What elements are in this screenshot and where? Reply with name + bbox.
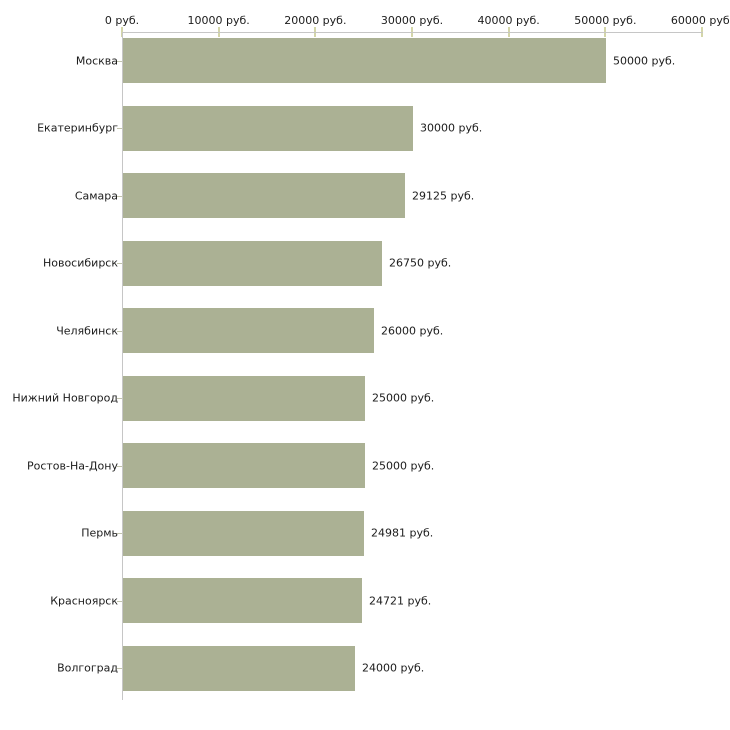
y-axis-tick bbox=[117, 263, 122, 264]
y-axis-tick bbox=[117, 61, 122, 62]
category-label: Москва bbox=[75, 54, 118, 67]
value-label: 30000 руб. bbox=[420, 121, 483, 135]
value-label: 26000 руб. bbox=[381, 324, 444, 337]
category-label: Челябинск bbox=[56, 324, 118, 337]
y-axis-tick bbox=[117, 466, 122, 467]
bar bbox=[123, 578, 362, 623]
value-label: 25000 руб. bbox=[372, 459, 435, 472]
bar bbox=[123, 308, 374, 353]
x-axis-line bbox=[122, 32, 703, 33]
bar bbox=[123, 173, 405, 218]
category-label: Волгоград bbox=[57, 661, 118, 675]
value-label: 26750 руб. bbox=[389, 256, 452, 270]
bar bbox=[123, 105, 413, 151]
x-axis-tick-label: 30000 руб. bbox=[380, 14, 444, 27]
bar bbox=[123, 240, 382, 286]
bar bbox=[123, 645, 355, 691]
category-label: Новосибирск bbox=[42, 256, 118, 270]
y-axis-tick bbox=[117, 128, 122, 129]
value-label: 24981 руб. bbox=[371, 526, 434, 540]
x-axis-tick-label: 0 руб. bbox=[104, 14, 140, 27]
bar bbox=[123, 38, 606, 83]
category-label: Екатеринбург bbox=[37, 121, 118, 135]
bar bbox=[123, 375, 365, 421]
y-axis-tick bbox=[117, 398, 122, 399]
category-label: Нижний Новгород bbox=[12, 391, 118, 405]
category-label: Самара bbox=[74, 189, 118, 202]
value-label: 50000 руб. bbox=[613, 54, 676, 67]
y-axis-tick bbox=[117, 668, 122, 669]
value-label: 25000 руб. bbox=[372, 391, 435, 405]
y-axis-tick bbox=[117, 331, 122, 332]
category-label: Красноярск bbox=[50, 594, 118, 607]
x-axis-tick-label: 10000 руб. bbox=[187, 14, 250, 27]
y-axis-line bbox=[122, 32, 123, 700]
value-label: 24721 руб. bbox=[369, 594, 432, 607]
bar bbox=[123, 510, 364, 556]
y-axis-tick bbox=[117, 533, 122, 534]
bar bbox=[123, 443, 365, 488]
value-label: 24000 руб. bbox=[362, 661, 425, 675]
category-label: Ростов-На-Дону bbox=[26, 459, 118, 472]
y-axis-tick bbox=[117, 196, 122, 197]
x-axis-tick-label: 50000 руб. bbox=[574, 14, 637, 27]
category-label: Пермь bbox=[81, 526, 118, 540]
x-axis-tick-label: 60000 руб. bbox=[670, 14, 730, 27]
x-axis-tick-label: 40000 руб. bbox=[477, 14, 540, 27]
value-label: 29125 руб. bbox=[412, 189, 475, 202]
x-axis-tick-label: 20000 руб. bbox=[284, 14, 347, 27]
y-axis-tick bbox=[117, 601, 122, 602]
